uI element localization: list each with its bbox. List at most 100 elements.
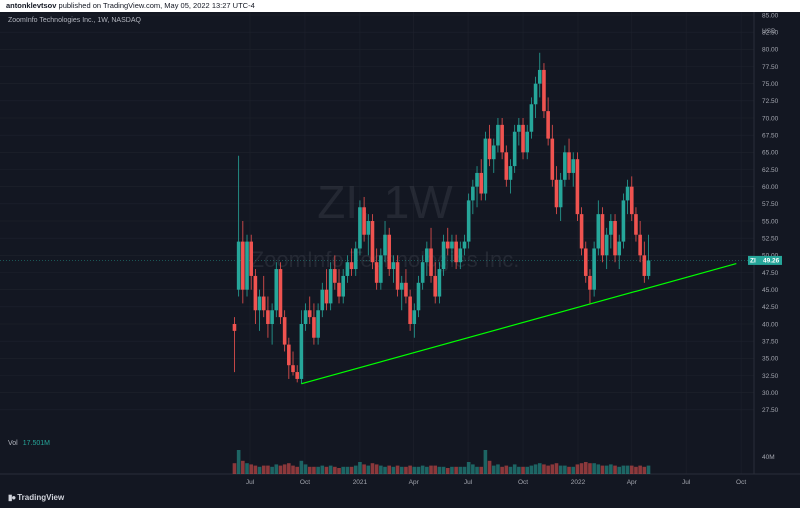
volume-bar <box>270 466 274 474</box>
volume-bar <box>362 464 366 474</box>
price-tick-label: 67.50 <box>762 132 779 139</box>
volume-bar <box>307 466 312 474</box>
candle-body <box>512 131 517 167</box>
volume-bar <box>596 464 601 474</box>
volume-bar <box>592 463 596 474</box>
price-tick-label: 40.00 <box>762 321 779 328</box>
volume-axis-label: 40M <box>762 454 775 461</box>
volume-bar <box>278 465 283 474</box>
candle-body <box>638 234 642 256</box>
candle-body <box>416 282 421 311</box>
candle-body <box>554 179 559 208</box>
volume-bar <box>274 464 279 474</box>
volume-bar <box>416 466 421 474</box>
candle-body <box>579 214 584 249</box>
author-name[interactable]: antonklevtsov <box>6 1 57 10</box>
last-price-value: 49.26 <box>763 258 780 265</box>
price-axis[interactable]: 27.50 30.00 32.50 35.00 37.50 40.00 42.50 45.00… <box>762 12 779 414</box>
candle-body <box>316 310 320 338</box>
volume-bar <box>634 466 638 474</box>
candle-body <box>253 275 258 311</box>
candle-body <box>533 83 538 105</box>
volume-bar <box>337 468 341 474</box>
candle-body <box>437 269 442 297</box>
volume-bar <box>412 466 417 474</box>
volume-bar <box>295 466 299 474</box>
volume-bar <box>261 465 266 474</box>
volume-bar <box>525 466 530 474</box>
candle-body <box>500 124 504 153</box>
price-tick-label: 72.50 <box>762 98 779 105</box>
candle-body <box>420 262 425 283</box>
candle-body <box>483 138 488 194</box>
watermark-symbol: ZI, 1W <box>317 176 453 228</box>
candle-body <box>546 111 550 139</box>
volume-legend[interactable]: Vol 17.501M <box>8 440 50 447</box>
volume-bar <box>303 464 308 474</box>
volume-bar <box>316 466 320 474</box>
price-tick-label: 62.50 <box>762 167 779 174</box>
volume-bar <box>408 465 412 474</box>
candle-body <box>441 241 446 270</box>
volume-bar <box>441 466 446 474</box>
volume-bar <box>404 466 408 474</box>
volume-bar <box>245 463 249 474</box>
candle-body <box>646 260 651 276</box>
candle-body <box>299 324 304 379</box>
candle-body <box>387 234 392 270</box>
candle-body <box>521 124 525 153</box>
volume-bar <box>399 466 404 474</box>
volume-bar <box>483 450 488 474</box>
volume-bar <box>391 466 396 474</box>
volume-bar <box>236 450 241 474</box>
candle-body <box>592 248 596 290</box>
candle-body <box>617 241 622 256</box>
volume-bar <box>320 465 325 474</box>
volume-bar <box>583 462 588 474</box>
candle-body <box>517 124 521 132</box>
price-tick-label: 37.50 <box>762 338 779 345</box>
candle-body <box>596 214 601 249</box>
volume-bar <box>349 466 354 474</box>
candle-body <box>353 248 358 270</box>
last-price-value-bg <box>760 255 782 265</box>
volume-bar <box>358 462 362 474</box>
volume-bar <box>579 463 584 474</box>
candle-body <box>395 262 400 290</box>
volume-bar <box>537 463 542 474</box>
candle-body <box>567 152 571 173</box>
volume-bar <box>299 460 304 474</box>
candle-body <box>496 124 500 146</box>
price-chart[interactable]: ZI, 1W ZoomInfo Technologies Inc. 27.503… <box>0 12 800 508</box>
candles <box>232 52 651 384</box>
volume-bar <box>646 465 651 474</box>
candle-body <box>266 310 270 324</box>
time-tick-label: 2021 <box>353 479 368 486</box>
volume-bar <box>366 465 371 474</box>
tradingview-logo[interactable]: ▮● TradingView <box>8 493 64 502</box>
candle-body <box>466 200 471 242</box>
volume-bar <box>554 463 559 474</box>
time-axis[interactable]: Jul Oct 2021 Apr Jul Oct 2022 Apr Jul Oct <box>246 479 747 486</box>
candle-body <box>328 269 333 304</box>
volume-bar <box>571 466 576 474</box>
volume-bar <box>312 466 316 474</box>
volume-bar <box>266 465 270 474</box>
candle-body <box>425 248 429 263</box>
candle-body <box>491 145 496 160</box>
volume-bars <box>232 450 651 474</box>
volume-bar <box>287 463 291 474</box>
volume-bar <box>600 465 605 474</box>
volume-bar <box>546 465 550 474</box>
volume-bar <box>475 466 479 474</box>
trendline[interactable] <box>301 262 737 385</box>
candle-body <box>303 310 308 324</box>
price-tick-label: 32.50 <box>762 373 779 380</box>
candle-body <box>287 344 291 366</box>
candle-body <box>450 241 454 249</box>
candle-body <box>274 269 279 311</box>
time-tick-label: Oct <box>736 479 746 486</box>
chart-area[interactable]: ZI, 1W ZoomInfo Technologies Inc. 27.50 3… <box>0 12 800 508</box>
candle-body <box>320 289 325 311</box>
symbol-description[interactable]: ZoomInfo Technologies Inc., 1W, NASDAQ <box>8 17 141 24</box>
